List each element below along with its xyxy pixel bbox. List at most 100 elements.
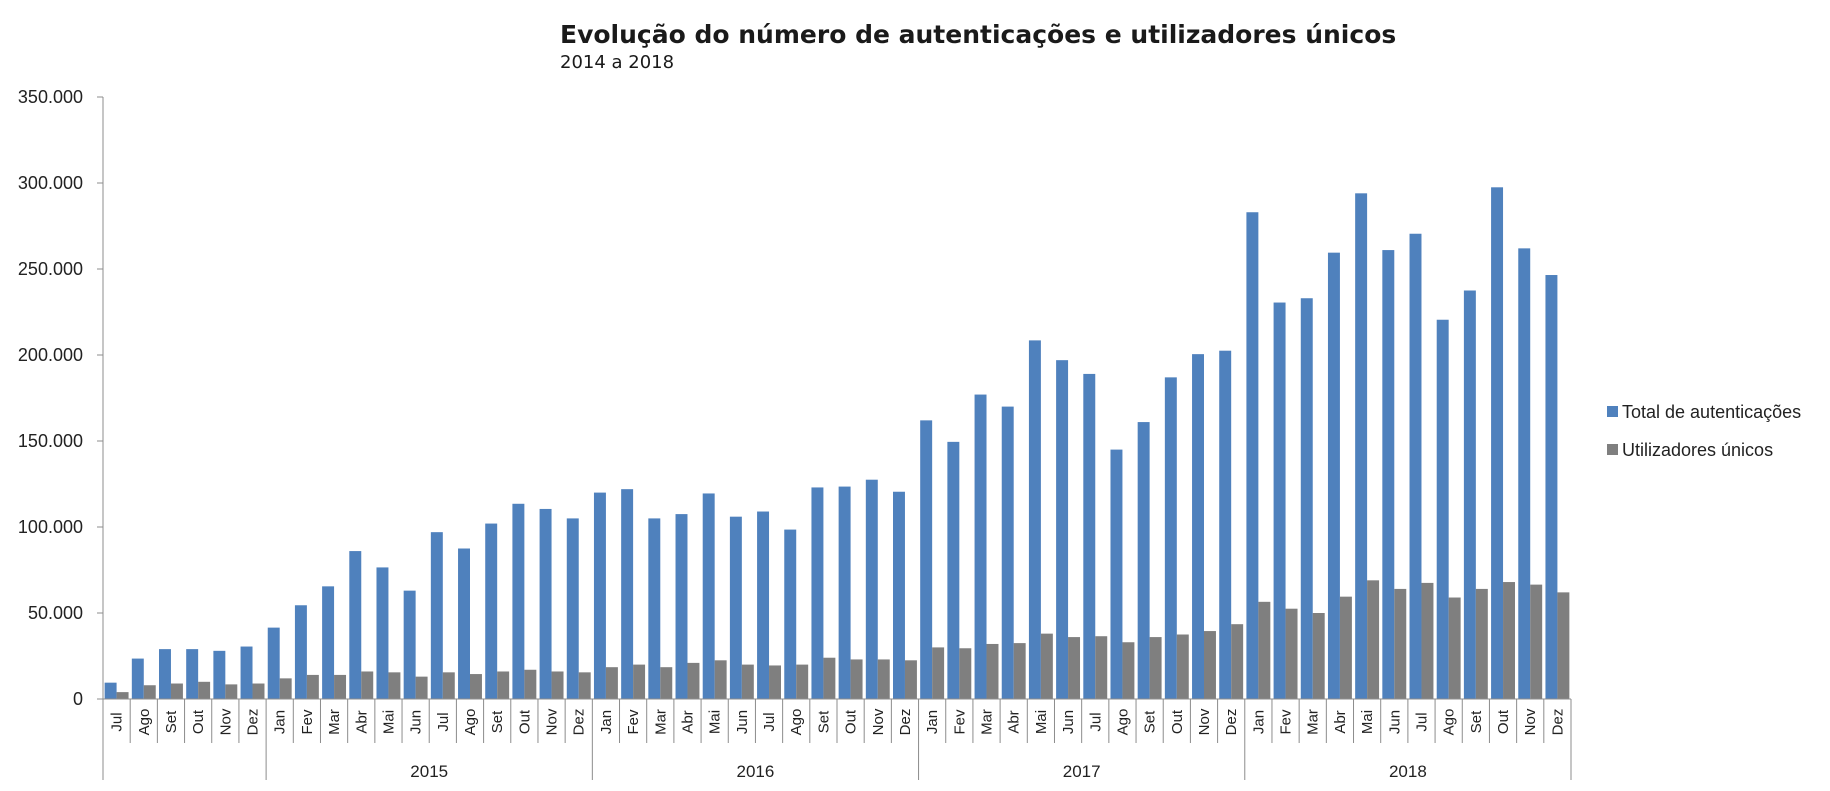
bar-utilizadores-unicos: [959, 648, 972, 699]
bar-utilizadores-unicos: [225, 684, 238, 699]
x-tick-label: Jul: [1087, 712, 1104, 731]
bar-utilizadores-unicos: [1448, 597, 1461, 699]
bar-total-autenticacoes: [376, 567, 389, 699]
x-tick-label: Out: [190, 709, 207, 734]
bar-total-autenticacoes: [1028, 340, 1041, 699]
x-tick-label: Set: [163, 710, 180, 733]
bar-utilizadores-unicos: [1176, 634, 1189, 699]
bar-total-autenticacoes: [729, 516, 742, 699]
bar-total-autenticacoes: [947, 441, 960, 699]
bars: [104, 187, 1570, 700]
year-label: 2017: [1063, 762, 1101, 781]
bar-utilizadores-unicos: [388, 672, 401, 699]
x-tick-label: Nov: [217, 708, 234, 735]
x-tick-label: Nov: [1522, 708, 1539, 735]
x-tick-label: Mai: [380, 710, 397, 734]
x-tick-label: Nov: [1196, 708, 1213, 735]
bar-total-autenticacoes: [1436, 319, 1449, 699]
x-tick-label: Mai: [707, 710, 724, 734]
bar-total-autenticacoes: [458, 548, 470, 699]
bar-total-autenticacoes: [1192, 354, 1204, 699]
x-tick-label: Mar: [326, 709, 343, 735]
bar-total-autenticacoes: [1083, 373, 1096, 699]
y-tick-label: 200.000: [18, 345, 83, 365]
bar-total-autenticacoes: [1001, 406, 1014, 699]
bar-total-autenticacoes: [974, 394, 987, 699]
year-label: 2015: [410, 762, 448, 781]
bar-utilizadores-unicos: [1204, 631, 1216, 699]
bar-utilizadores-unicos: [904, 660, 917, 699]
bar-utilizadores-unicos: [714, 660, 727, 699]
x-tick-label: Out: [516, 709, 533, 734]
bar-utilizadores-unicos: [1040, 633, 1053, 699]
bar-total-autenticacoes: [403, 590, 416, 699]
bar-utilizadores-unicos: [442, 672, 455, 699]
x-tick-label: Jun: [1386, 710, 1403, 734]
bar-total-autenticacoes: [893, 491, 905, 699]
y-tick-label: 250.000: [18, 259, 83, 279]
bar-total-autenticacoes: [1056, 360, 1069, 699]
x-tick-label: Jan: [924, 710, 941, 734]
bar-total-autenticacoes: [838, 486, 851, 699]
bar-total-autenticacoes: [322, 586, 335, 699]
bar-utilizadores-unicos: [796, 664, 809, 699]
bar-total-autenticacoes: [920, 420, 933, 699]
x-tick-label: Jan: [1250, 710, 1267, 734]
x-tick-label: Mar: [652, 709, 669, 735]
x-tick-label: Ago: [462, 709, 479, 736]
bar-total-autenticacoes: [539, 508, 552, 699]
x-tick-label: Dez: [897, 709, 914, 736]
bar-utilizadores-unicos: [877, 659, 890, 699]
bar-utilizadores-unicos: [1367, 580, 1380, 699]
bar-utilizadores-unicos: [497, 671, 510, 699]
bar-utilizadores-unicos: [932, 647, 945, 699]
x-tick-label: Dez: [1223, 709, 1240, 736]
bar-total-autenticacoes: [593, 492, 606, 699]
bar-utilizadores-unicos: [633, 664, 646, 699]
bar-utilizadores-unicos: [198, 681, 211, 699]
bar-utilizadores-unicos: [116, 692, 129, 699]
bar-total-autenticacoes: [865, 479, 878, 699]
bar-total-autenticacoes: [294, 605, 307, 699]
bar-utilizadores-unicos: [986, 643, 999, 699]
bar-total-autenticacoes: [1518, 248, 1531, 700]
bar-utilizadores-unicos: [1339, 596, 1352, 699]
bar-utilizadores-unicos: [1557, 592, 1570, 699]
x-tick-label: Ago: [1114, 709, 1131, 736]
y-tick-label: 0: [73, 689, 83, 709]
x-tick-label: Mai: [1033, 710, 1050, 734]
x-tick-label: Mai: [1359, 710, 1376, 734]
x-tick-label: Set: [1468, 710, 1485, 733]
bar-total-autenticacoes: [811, 487, 824, 699]
bar-utilizadores-unicos: [361, 671, 374, 699]
x-tick-label: Ago: [1441, 709, 1458, 736]
x-tick-label: Jul: [435, 712, 452, 731]
bar-utilizadores-unicos: [1149, 637, 1162, 699]
bar-total-autenticacoes: [1409, 233, 1422, 700]
y-axis: 0 50.000 100.000 150.000 200.000 250.000 300.0…: [18, 87, 104, 709]
legend: Total de autenticações Utilizadores único…: [1607, 402, 1801, 460]
x-tick-label: Nov: [870, 708, 887, 735]
x-tick-label: Out: [1169, 709, 1186, 734]
bar-utilizadores-unicos: [524, 669, 537, 699]
bar-utilizadores-unicos: [1095, 636, 1108, 699]
x-tick-label: Abr: [1332, 710, 1349, 733]
x-tick-label: Abr: [679, 710, 696, 733]
bar-total-autenticacoes: [1382, 250, 1395, 699]
bar-total-autenticacoes: [131, 658, 144, 699]
bar-total-autenticacoes: [240, 646, 253, 699]
bar-utilizadores-unicos: [660, 667, 673, 699]
x-tick-label: Fev: [299, 709, 316, 735]
bar-total-autenticacoes: [485, 523, 498, 699]
x-tick-label: Fev: [1278, 709, 1295, 735]
bar-utilizadores-unicos: [470, 674, 482, 699]
x-tick-label: Set: [489, 710, 506, 733]
x-tick-label: Set: [1142, 710, 1159, 733]
x-tick-label: Jun: [734, 710, 751, 734]
x-tick-label: Abr: [353, 710, 370, 733]
bar-total-autenticacoes: [1327, 252, 1340, 699]
bar-total-autenticacoes: [1164, 377, 1177, 699]
x-tick-label: Jun: [1060, 710, 1077, 734]
year-label: 2016: [737, 762, 775, 781]
